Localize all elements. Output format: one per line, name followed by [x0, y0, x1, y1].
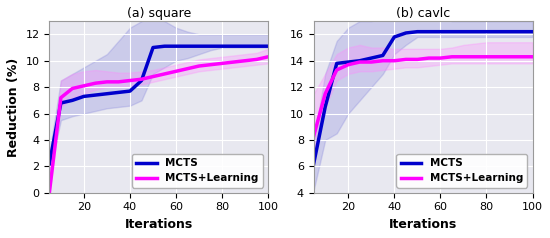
MCTS [161, 45, 168, 48]
MCTS [345, 61, 351, 64]
MCTS+Learning [69, 87, 76, 90]
MCTS [322, 105, 328, 108]
X-axis label: Iterations: Iterations [389, 218, 457, 231]
MCTS+Learning [414, 58, 421, 61]
MCTS+Learning [483, 55, 490, 58]
MCTS+Learning [173, 70, 179, 73]
MCTS+Learning [161, 73, 168, 75]
MCTS [219, 45, 225, 48]
MCTS+Learning [391, 59, 398, 62]
MCTS [414, 30, 421, 33]
MCTS [368, 57, 375, 60]
MCTS [207, 45, 214, 48]
MCTS [483, 30, 490, 33]
MCTS [265, 45, 272, 48]
Line: MCTS: MCTS [50, 46, 268, 164]
MCTS [472, 30, 478, 33]
MCTS [81, 95, 87, 98]
MCTS [103, 92, 110, 95]
MCTS+Learning [460, 55, 467, 58]
MCTS [92, 94, 99, 96]
MCTS+Learning [426, 57, 432, 60]
MCTS+Learning [196, 64, 202, 67]
MCTS+Learning [254, 58, 260, 61]
MCTS+Learning [322, 92, 328, 95]
MCTS [46, 162, 53, 165]
MCTS [356, 59, 363, 62]
MCTS+Learning [115, 80, 122, 83]
MCTS [150, 46, 156, 49]
MCTS+Learning [529, 55, 536, 58]
Line: MCTS+Learning: MCTS+Learning [50, 57, 268, 193]
MCTS+Learning [345, 63, 351, 66]
MCTS+Learning [92, 82, 99, 84]
MCTS [138, 79, 145, 82]
MCTS [196, 45, 202, 48]
Legend: MCTS, MCTS+Learning: MCTS, MCTS+Learning [132, 154, 263, 188]
MCTS+Learning [138, 78, 145, 81]
MCTS [58, 102, 64, 104]
Title: (a) square: (a) square [126, 7, 191, 20]
Line: MCTS: MCTS [314, 32, 532, 164]
MCTS [254, 45, 260, 48]
MCTS+Learning [356, 61, 363, 64]
MCTS+Learning [184, 67, 191, 70]
MCTS+Learning [150, 75, 156, 78]
MCTS+Learning [333, 69, 340, 71]
MCTS [69, 99, 76, 102]
MCTS [184, 45, 191, 48]
MCTS [403, 32, 409, 35]
MCTS [437, 30, 444, 33]
MCTS [449, 30, 455, 33]
Line: MCTS+Learning: MCTS+Learning [314, 57, 532, 136]
MCTS+Learning [58, 96, 64, 99]
MCTS+Learning [379, 59, 386, 62]
MCTS [126, 90, 133, 93]
MCTS+Learning [472, 55, 478, 58]
Y-axis label: Reduction (%): Reduction (%) [7, 57, 20, 157]
MCTS+Learning [219, 62, 225, 65]
MCTS [506, 30, 513, 33]
MCTS+Learning [81, 84, 87, 87]
MCTS+Learning [518, 55, 524, 58]
MCTS [518, 30, 524, 33]
MCTS+Learning [46, 191, 53, 194]
MCTS+Learning [494, 55, 501, 58]
Title: (b) cavlc: (b) cavlc [396, 7, 450, 20]
MCTS+Learning [230, 61, 237, 64]
MCTS [333, 62, 340, 65]
MCTS+Learning [403, 58, 409, 61]
MCTS+Learning [265, 55, 272, 58]
MCTS+Learning [242, 59, 249, 62]
MCTS [230, 45, 237, 48]
MCTS [310, 162, 317, 165]
MCTS [391, 35, 398, 38]
X-axis label: Iterations: Iterations [125, 218, 193, 231]
MCTS [173, 45, 179, 48]
Legend: MCTS, MCTS+Learning: MCTS, MCTS+Learning [397, 154, 527, 188]
MCTS+Learning [506, 55, 513, 58]
MCTS+Learning [437, 57, 444, 60]
MCTS [460, 30, 467, 33]
MCTS [529, 30, 536, 33]
MCTS [115, 91, 122, 94]
MCTS [379, 54, 386, 57]
MCTS [426, 30, 432, 33]
MCTS+Learning [103, 80, 110, 83]
MCTS+Learning [310, 134, 317, 137]
MCTS [242, 45, 249, 48]
MCTS+Learning [207, 63, 214, 66]
MCTS [494, 30, 501, 33]
MCTS+Learning [126, 79, 133, 82]
MCTS+Learning [368, 61, 375, 64]
MCTS+Learning [449, 55, 455, 58]
